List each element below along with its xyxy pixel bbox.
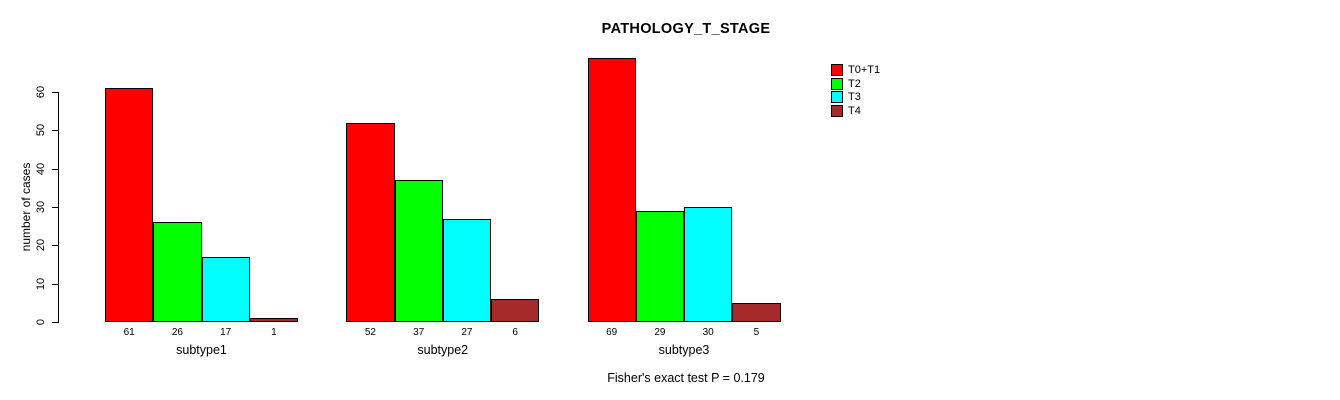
legend-swatch <box>831 63 843 76</box>
y-tick <box>52 245 58 247</box>
bar-value-label: 27 <box>461 327 473 338</box>
bar-value-label: 6 <box>512 327 518 338</box>
bar-t4-subtype2 <box>491 299 540 322</box>
bar-value-label: 61 <box>123 327 135 338</box>
bar-t4-subtype1 <box>249 318 298 322</box>
x-category-label: subtype2 <box>417 343 469 357</box>
legend-label: T2 <box>848 77 861 90</box>
y-tick <box>52 92 58 93</box>
legend-swatch <box>831 77 843 90</box>
y-axis-line <box>58 92 59 323</box>
bar-value-label: 26 <box>171 327 183 338</box>
bar-t0-t1-subtype1 <box>105 88 154 322</box>
chart-title: PATHOLOGY_T_STAGE <box>601 21 771 37</box>
x-category-label: subtype3 <box>658 343 710 357</box>
legend-swatch <box>831 104 843 117</box>
legend-item: T2 <box>831 77 880 91</box>
bar-value-label: 1 <box>271 327 277 338</box>
bar-t3-subtype1 <box>201 256 250 322</box>
y-tick <box>52 283 58 285</box>
legend-item: T3 <box>831 90 880 104</box>
y-tick-label: 40 <box>35 162 47 175</box>
bar-t2-subtype2 <box>394 180 443 322</box>
bar-value-label: 69 <box>606 327 618 338</box>
x-category-label: subtype1 <box>176 343 227 357</box>
legend-swatch <box>831 91 843 104</box>
y-tick-label: 30 <box>35 200 47 214</box>
y-tick <box>52 322 58 323</box>
legend-label: T3 <box>848 91 861 104</box>
bar-value-label: 37 <box>413 327 425 338</box>
y-tick <box>52 207 58 208</box>
bar-t0-t1-subtype3 <box>587 57 636 322</box>
bar-value-label: 52 <box>364 327 376 338</box>
y-tick <box>52 168 58 170</box>
legend: T0+T1 T2 T3 T4 <box>831 63 880 118</box>
bar-value-label: 5 <box>753 327 760 338</box>
legend-item: T4 <box>831 104 880 118</box>
legend-label: T4 <box>848 104 861 117</box>
y-tick <box>52 130 58 132</box>
bar-t4-subtype3 <box>732 302 781 322</box>
bar-value-label: 29 <box>654 327 666 338</box>
y-tick-label: 0 <box>35 318 47 326</box>
legend-label: T0+T1 <box>848 63 881 76</box>
stats-note: Fisher's exact test P = 0.179 <box>607 371 765 385</box>
y-tick-label: 50 <box>35 124 47 137</box>
bar-t2-subtype3 <box>635 210 684 322</box>
bar-t0-t1-subtype2 <box>346 122 395 322</box>
y-tick-label: 10 <box>35 277 47 290</box>
y-axis-label: number of cases <box>19 162 33 252</box>
y-tick-label: 20 <box>35 239 47 252</box>
bar-t3-subtype2 <box>442 218 491 322</box>
bar-t2-subtype1 <box>153 222 202 322</box>
bar-value-label: 17 <box>220 327 232 338</box>
bar-value-label: 30 <box>702 327 714 338</box>
legend-item: T0+T1 <box>831 63 880 77</box>
bar-t3-subtype3 <box>684 207 733 322</box>
y-tick-label: 60 <box>35 85 47 99</box>
